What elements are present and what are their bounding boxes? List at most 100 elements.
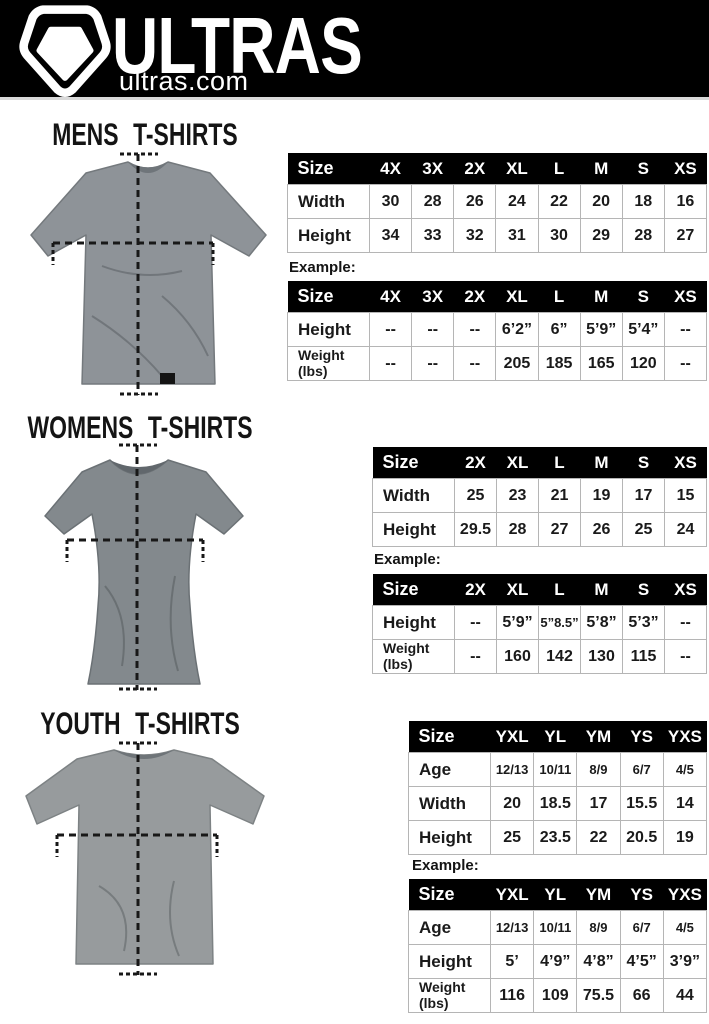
col-header: L [538, 447, 581, 479]
row-label: Height [287, 218, 370, 253]
table-cell: 8/9 [576, 752, 621, 787]
table-cell: 6/7 [619, 910, 664, 945]
table-cell: -- [411, 346, 455, 381]
table-cell: 66 [619, 978, 664, 1013]
row-label: Width [287, 184, 370, 219]
row-label: Width [372, 478, 455, 513]
table-cell: -- [454, 605, 497, 640]
col-header: M [580, 281, 623, 313]
row-label: Weight (lbs) [408, 978, 491, 1013]
table-cell: 5’9” [579, 312, 623, 347]
table-cell: 28 [496, 512, 539, 547]
table-cell: 33 [411, 218, 455, 253]
col-header-size: Size [408, 721, 491, 753]
col-header: M [580, 447, 623, 479]
table-cell: 130 [580, 639, 623, 674]
mens-example-table: Size 4X 3X 2X XL L M S XS Height -- -- -- 6’2” 6” 5’9” 5… [287, 281, 708, 381]
table-cell: 30 [368, 184, 413, 219]
col-header: XL [496, 574, 539, 606]
table-cell: 19 [580, 478, 623, 513]
table-cell: 109 [533, 978, 578, 1013]
col-header: XL [495, 153, 538, 185]
table-cell: 12/13 [489, 910, 535, 945]
table-cell: 44 [662, 978, 708, 1013]
table-cell: 5’ [489, 944, 535, 979]
table-cell: 116 [489, 978, 535, 1013]
col-header: 2X [454, 574, 497, 606]
table-cell: 25 [454, 478, 497, 513]
youth-shirt-body [25, 749, 265, 965]
table-cell: 5’8” [580, 605, 623, 640]
table-cell: 17 [622, 478, 665, 513]
table-cell: 24 [664, 512, 707, 547]
col-header: 2X [453, 153, 496, 185]
col-header: S [622, 447, 665, 479]
measurement-lines [55, 741, 219, 976]
table-header-row: Size YXL YL YM YS YXS [408, 879, 707, 911]
table-cell: -- [663, 312, 708, 347]
table-cell: 185 [537, 346, 581, 381]
col-header: YXS [663, 879, 707, 911]
youth-shirt-image [25, 741, 265, 976]
table-cell: 6/7 [619, 752, 664, 787]
table-cell: -- [368, 312, 413, 347]
mens-shirt-body [30, 161, 267, 385]
table-cell: 5’9” [496, 605, 539, 640]
col-header: L [538, 153, 581, 185]
row-label: Weight (lbs) [287, 346, 370, 381]
table-cell: 4’5” [619, 944, 664, 979]
section-title-mens: MENS T-SHIRTS [52, 116, 238, 152]
col-header: 3X [411, 281, 454, 313]
col-header: YM [576, 879, 621, 911]
table-cell: 20 [579, 184, 623, 219]
table-cell: 25 [489, 820, 535, 855]
col-header-size: Size [287, 153, 370, 185]
table-cell: 19 [662, 820, 708, 855]
table-header-row: Size 4X 3X 2X XL L M S XS [287, 281, 707, 313]
table-cell: 75.5 [576, 978, 621, 1013]
hem-tag [160, 373, 175, 384]
section-title-womens: WOMENS T-SHIRTS [27, 409, 253, 445]
row-label: Height [372, 512, 455, 547]
col-header: XL [495, 281, 538, 313]
col-header-size: Size [287, 281, 370, 313]
table-cell: 4/5 [662, 910, 708, 945]
table-cell: 23.5 [533, 820, 578, 855]
table-cell: 18.5 [533, 786, 578, 821]
table-cell: 12/13 [489, 752, 535, 787]
col-header: XS [664, 153, 707, 185]
mens-shirt-image [30, 152, 267, 396]
table-cell: -- [664, 605, 707, 640]
brand-title: ULTRAS [112, 1, 363, 90]
table-cell: 26 [453, 184, 497, 219]
measurement-lines [51, 152, 215, 396]
table-cell: 16 [663, 184, 708, 219]
table-cell: 28 [411, 184, 455, 219]
table-cell: 4/5 [662, 752, 708, 787]
col-header: YXS [663, 721, 707, 753]
table-cell: 15 [664, 478, 707, 513]
table-cell: 22 [576, 820, 621, 855]
row-label: Height [408, 944, 491, 979]
col-header: YS [620, 721, 664, 753]
table-cell: 14 [662, 786, 708, 821]
mens-size-table: Size 4X 3X 2X XL L M S XS Width 30 28 26 24 22 20 18 16 He… [287, 153, 708, 253]
col-header: YL [533, 721, 577, 753]
table-cell: -- [368, 346, 413, 381]
table-row: Width 30 28 26 24 22 20 18 16 [287, 184, 708, 219]
table-cell: 31 [495, 218, 539, 253]
section-title-youth: YOUTH T-SHIRTS [40, 705, 240, 741]
col-header: YL [533, 879, 577, 911]
table-cell: 8/9 [576, 910, 621, 945]
womens-shirt-image [44, 443, 244, 691]
col-header: S [622, 281, 665, 313]
table-cell: 22 [537, 184, 581, 219]
col-header-size: Size [408, 879, 491, 911]
youth-example-label: Example: [412, 857, 479, 874]
table-cell: 10/11 [533, 910, 578, 945]
table-cell: -- [453, 346, 497, 381]
table-row: Age 12/13 10/11 8/9 6/7 4/5 [408, 752, 708, 787]
table-cell: 165 [579, 346, 623, 381]
mens-example-label: Example: [289, 259, 356, 276]
site-url: ultras.com [119, 66, 249, 96]
